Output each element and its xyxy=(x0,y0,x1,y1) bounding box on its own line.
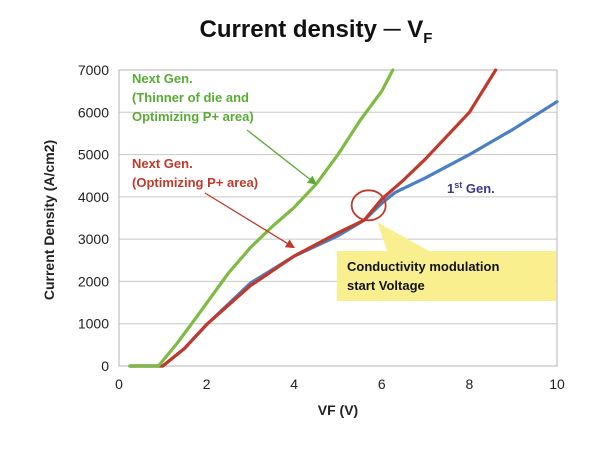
annotation-red-line: (Optimizing P+ area) xyxy=(132,175,258,190)
y-tick-label: 6000 xyxy=(78,104,109,120)
y-tick-label: 2000 xyxy=(78,273,109,289)
plot-frame xyxy=(118,69,558,367)
highlight-circle xyxy=(350,189,387,222)
y-tick-labels: 0 1000 2000 3000 4000 5000 6000 7000 xyxy=(78,62,109,374)
series-line-1 xyxy=(128,68,498,368)
x-tick-label: 6 xyxy=(378,376,386,392)
annotations-group: Next Gen. (Thinner of die and Optimizing P… xyxy=(132,71,556,301)
chart-title-main: Current density ─ V xyxy=(200,16,424,43)
x-tick-label: 2 xyxy=(203,376,211,392)
callout-line: start Voltage xyxy=(347,278,425,293)
y-tick-label: 1000 xyxy=(78,316,109,332)
x-tick-label: 10 xyxy=(549,376,565,392)
y-tick-label: 0 xyxy=(101,358,109,374)
annotation-red-arrow xyxy=(204,192,295,249)
annotation-green-line: (Thinner of die and xyxy=(132,90,249,105)
y-tick-label: 5000 xyxy=(78,147,109,163)
chart-title: Current density ─ VF xyxy=(200,16,433,47)
y-axis-label: Current Density (A/cm2) xyxy=(41,140,57,300)
annotation-red-line: Next Gen. xyxy=(132,156,193,171)
y-tick-label: 3000 xyxy=(78,231,109,247)
callout-tail xyxy=(377,222,429,251)
x-tick-label: 0 xyxy=(115,376,123,392)
annotation-green-line: Next Gen. xyxy=(132,71,193,86)
x-tick-label: 8 xyxy=(466,376,474,392)
x-tick-labels: 0 2 4 6 8 10 xyxy=(115,376,565,392)
plot-area-border xyxy=(118,69,558,367)
x-tick-label: 4 xyxy=(290,376,298,392)
callout-line: Conductivity modulation xyxy=(347,259,499,274)
y-tick-label: 4000 xyxy=(78,189,109,205)
x-axis-label: VF (V) xyxy=(318,402,358,418)
series-line-2 xyxy=(128,68,395,368)
annotation-blue-label: 1st Gen. xyxy=(447,180,495,196)
callout-box xyxy=(337,251,556,301)
chart-title-subscript: F xyxy=(423,30,432,47)
annotation-green-arrow xyxy=(246,129,317,185)
series-line-0 xyxy=(128,100,559,368)
series-group xyxy=(128,68,559,368)
y-tick-label: 7000 xyxy=(78,62,109,78)
annotation-green-line: Optimizing P+ area) xyxy=(132,109,254,124)
